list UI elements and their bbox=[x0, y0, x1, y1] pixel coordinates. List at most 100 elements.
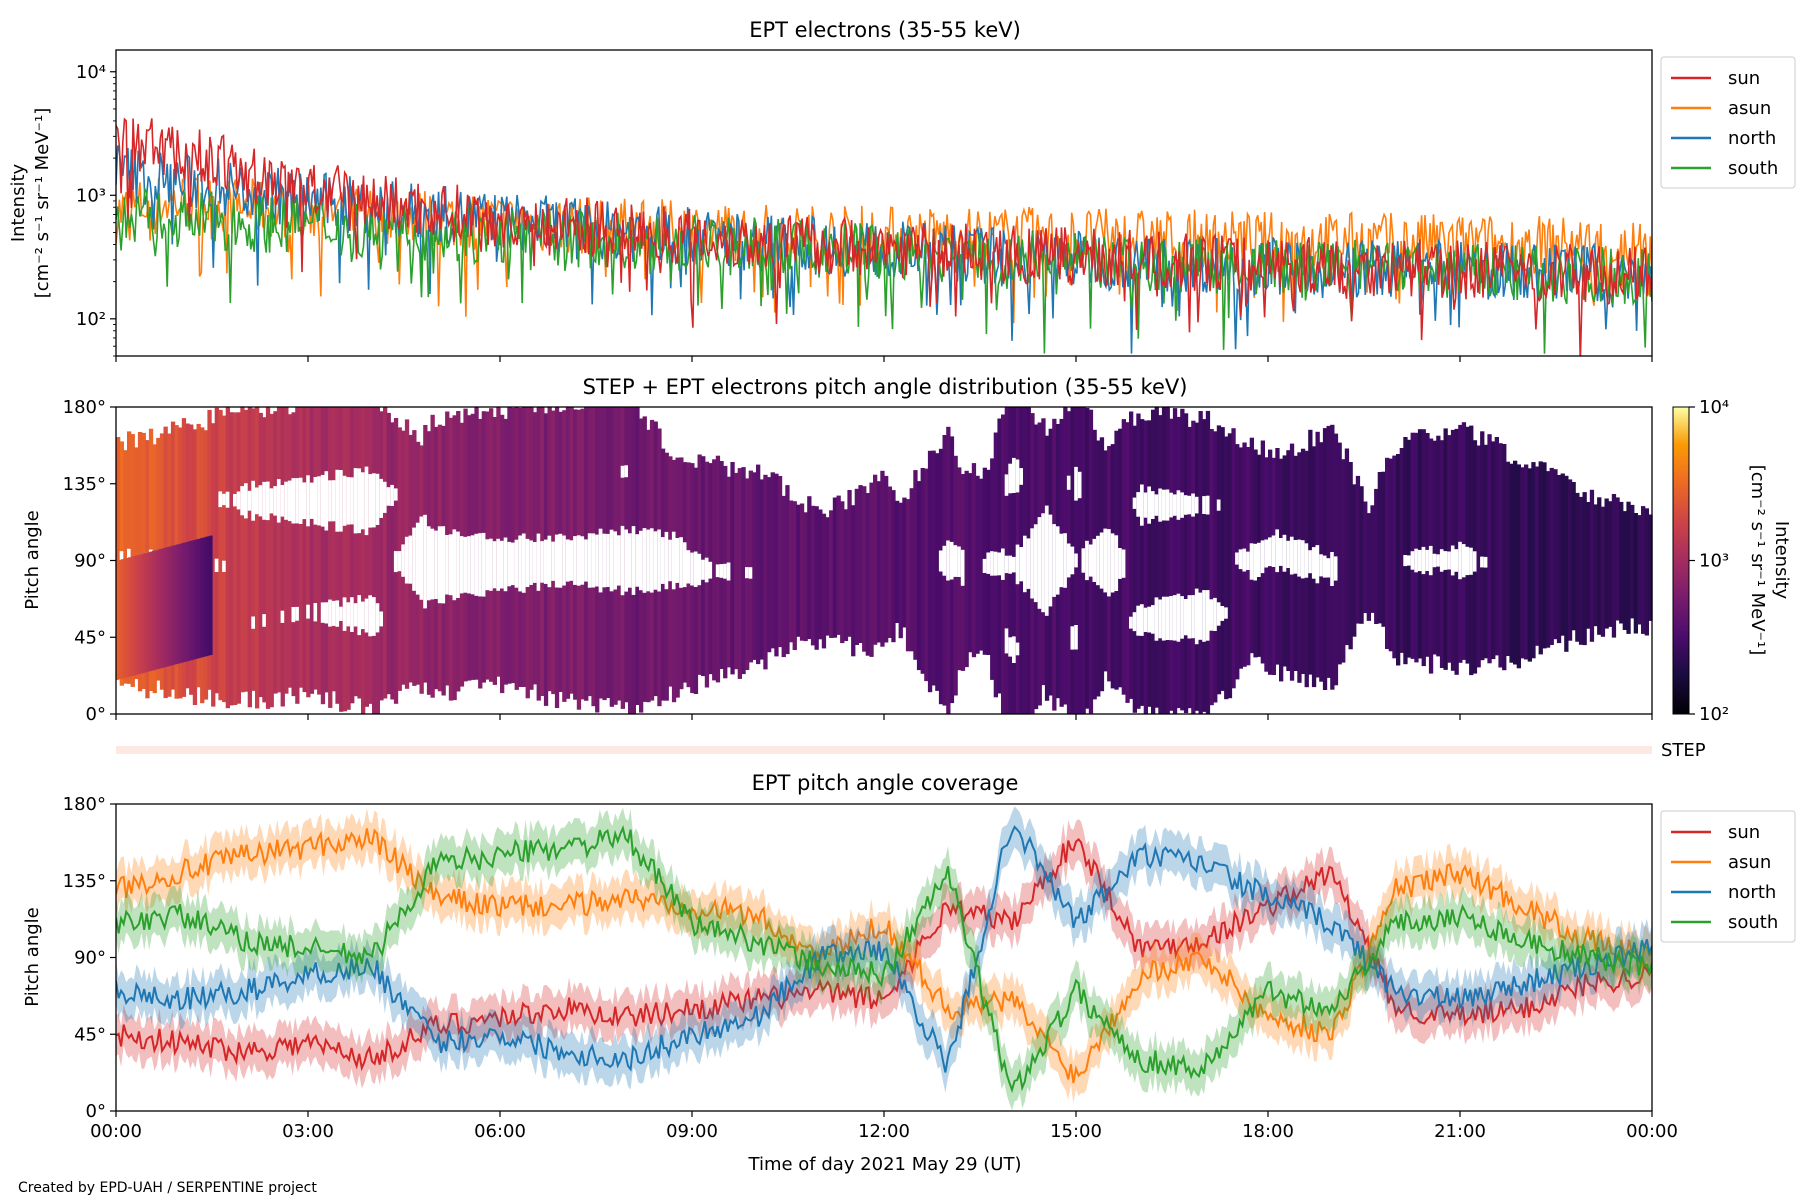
heatmap-cell bbox=[276, 407, 282, 693]
heatmap-cell bbox=[1363, 501, 1368, 614]
heatmap-gap bbox=[390, 484, 395, 506]
heatmap-gap bbox=[1030, 528, 1035, 599]
heatmap-cell bbox=[298, 407, 304, 688]
heatmap-gap bbox=[1077, 471, 1083, 499]
heatmap-gap bbox=[1008, 637, 1013, 657]
heatmap-cell bbox=[1637, 515, 1642, 625]
heatmap-gap bbox=[1118, 548, 1123, 579]
heatmap-gap bbox=[331, 600, 337, 626]
heatmap-cell bbox=[1586, 502, 1591, 629]
y-tick-label: 0° bbox=[86, 704, 106, 725]
heatmap-gap bbox=[1220, 606, 1225, 621]
heatmap-cell bbox=[383, 407, 388, 699]
heatmap-cell bbox=[1461, 422, 1467, 660]
coverage-line-north bbox=[116, 825, 1652, 1073]
heatmap-gap bbox=[1297, 539, 1302, 577]
heatmap-gap bbox=[657, 529, 662, 592]
heatmap-gap bbox=[273, 486, 278, 516]
heatmap-cell bbox=[142, 553, 146, 673]
heatmap-gap bbox=[704, 557, 710, 583]
heatmap-cell bbox=[1487, 434, 1492, 664]
x-tick-label: 21:00 bbox=[1434, 1121, 1486, 1142]
heatmap-gap bbox=[697, 553, 702, 586]
panel-1-y-axis: 10² 10³ 10⁴ bbox=[76, 62, 116, 357]
heatmap-cell bbox=[140, 554, 143, 674]
heatmap-gap bbox=[543, 539, 549, 584]
heatmap-gap bbox=[379, 478, 384, 518]
heatmap-cell bbox=[225, 407, 230, 709]
heatmap-gap bbox=[1191, 595, 1196, 639]
heatmap-cell bbox=[291, 412, 296, 697]
heatmap-cell bbox=[825, 517, 830, 636]
heatmap-cell bbox=[1571, 482, 1576, 631]
heatmap-gap bbox=[990, 551, 995, 576]
heatmap-gap bbox=[1019, 468, 1024, 485]
heatmap-gap bbox=[1421, 546, 1426, 575]
heatmap-cell bbox=[1355, 475, 1361, 624]
heatmap-gap bbox=[1257, 542, 1262, 577]
heatmap-cell bbox=[154, 550, 158, 670]
heatmap-cell bbox=[1556, 475, 1562, 644]
series-line-sun bbox=[116, 117, 1652, 356]
heatmap-gap bbox=[1070, 626, 1075, 650]
heatmap-cell bbox=[1498, 443, 1503, 668]
heatmap-cell bbox=[192, 540, 196, 660]
heatmap-gap bbox=[1158, 488, 1163, 522]
heatmap-gap bbox=[646, 529, 651, 592]
heatmap-gap bbox=[1088, 544, 1094, 577]
heatmap-gap bbox=[748, 567, 753, 579]
heatmap-gap bbox=[1114, 535, 1119, 591]
heatmap-gap bbox=[726, 562, 731, 581]
colorbar-tick-label: 10² bbox=[1699, 704, 1729, 725]
heatmap-gap bbox=[1059, 533, 1064, 588]
intensity-lines bbox=[116, 117, 1652, 356]
heatmap-gap bbox=[540, 541, 545, 583]
heatmap-gap bbox=[393, 488, 399, 501]
heatmap-cell bbox=[324, 407, 329, 693]
heatmap-gap bbox=[346, 602, 351, 627]
heatmap-cell bbox=[1425, 433, 1430, 657]
heatmap-gap bbox=[1414, 548, 1419, 573]
heatmap-gap bbox=[1472, 551, 1478, 572]
heatmap-gap bbox=[1286, 540, 1291, 568]
heatmap-gap bbox=[463, 536, 468, 593]
heatmap-gap bbox=[353, 603, 358, 627]
heatmap-cell bbox=[188, 541, 191, 661]
heatmap-cell bbox=[1359, 486, 1364, 624]
heatmap-cell bbox=[1619, 501, 1624, 624]
legend-box bbox=[1660, 56, 1796, 189]
heatmap-cell bbox=[1567, 479, 1573, 641]
heatmap-gap bbox=[298, 477, 304, 524]
heatmap-cell bbox=[1147, 420, 1152, 707]
heatmap-cell bbox=[1549, 467, 1554, 645]
heatmap-gap bbox=[1205, 495, 1211, 515]
heatmap-gap bbox=[573, 536, 578, 585]
heatmap-gap bbox=[364, 466, 369, 536]
heatmap-cell bbox=[858, 485, 863, 643]
heatmap-cell bbox=[748, 470, 753, 663]
heatmap-cell bbox=[361, 407, 366, 714]
heatmap-cell bbox=[236, 412, 241, 704]
heatmap-gap bbox=[1085, 540, 1090, 581]
heatmap-gap bbox=[335, 600, 340, 627]
heatmap-gap bbox=[957, 546, 962, 577]
heatmap-gap bbox=[1480, 556, 1485, 568]
heatmap-gap bbox=[233, 494, 238, 507]
heatmap-cell bbox=[1630, 504, 1635, 619]
heatmap-cell bbox=[759, 479, 764, 660]
heatmap-cell bbox=[1476, 445, 1481, 668]
heatmap-gap bbox=[404, 536, 410, 584]
heatmap-cell bbox=[123, 558, 127, 678]
heatmap-cell bbox=[144, 552, 148, 673]
heatmap-gap bbox=[997, 552, 1002, 576]
colorbar-label-line-2: [cm⁻² s⁻¹ sr⁻¹ MeV⁻¹] bbox=[1747, 465, 1768, 656]
y-tick-label: 10³ bbox=[76, 185, 106, 206]
heatmap-gap bbox=[1161, 596, 1167, 641]
heatmap-cell bbox=[840, 501, 845, 644]
heatmap-cell bbox=[178, 543, 182, 664]
heatmap-cell bbox=[931, 450, 936, 686]
heatmap-gap bbox=[949, 541, 955, 580]
heatmap-cell bbox=[190, 540, 194, 661]
heatmap-gap bbox=[1417, 549, 1423, 572]
heatmap-cell bbox=[1344, 448, 1350, 646]
